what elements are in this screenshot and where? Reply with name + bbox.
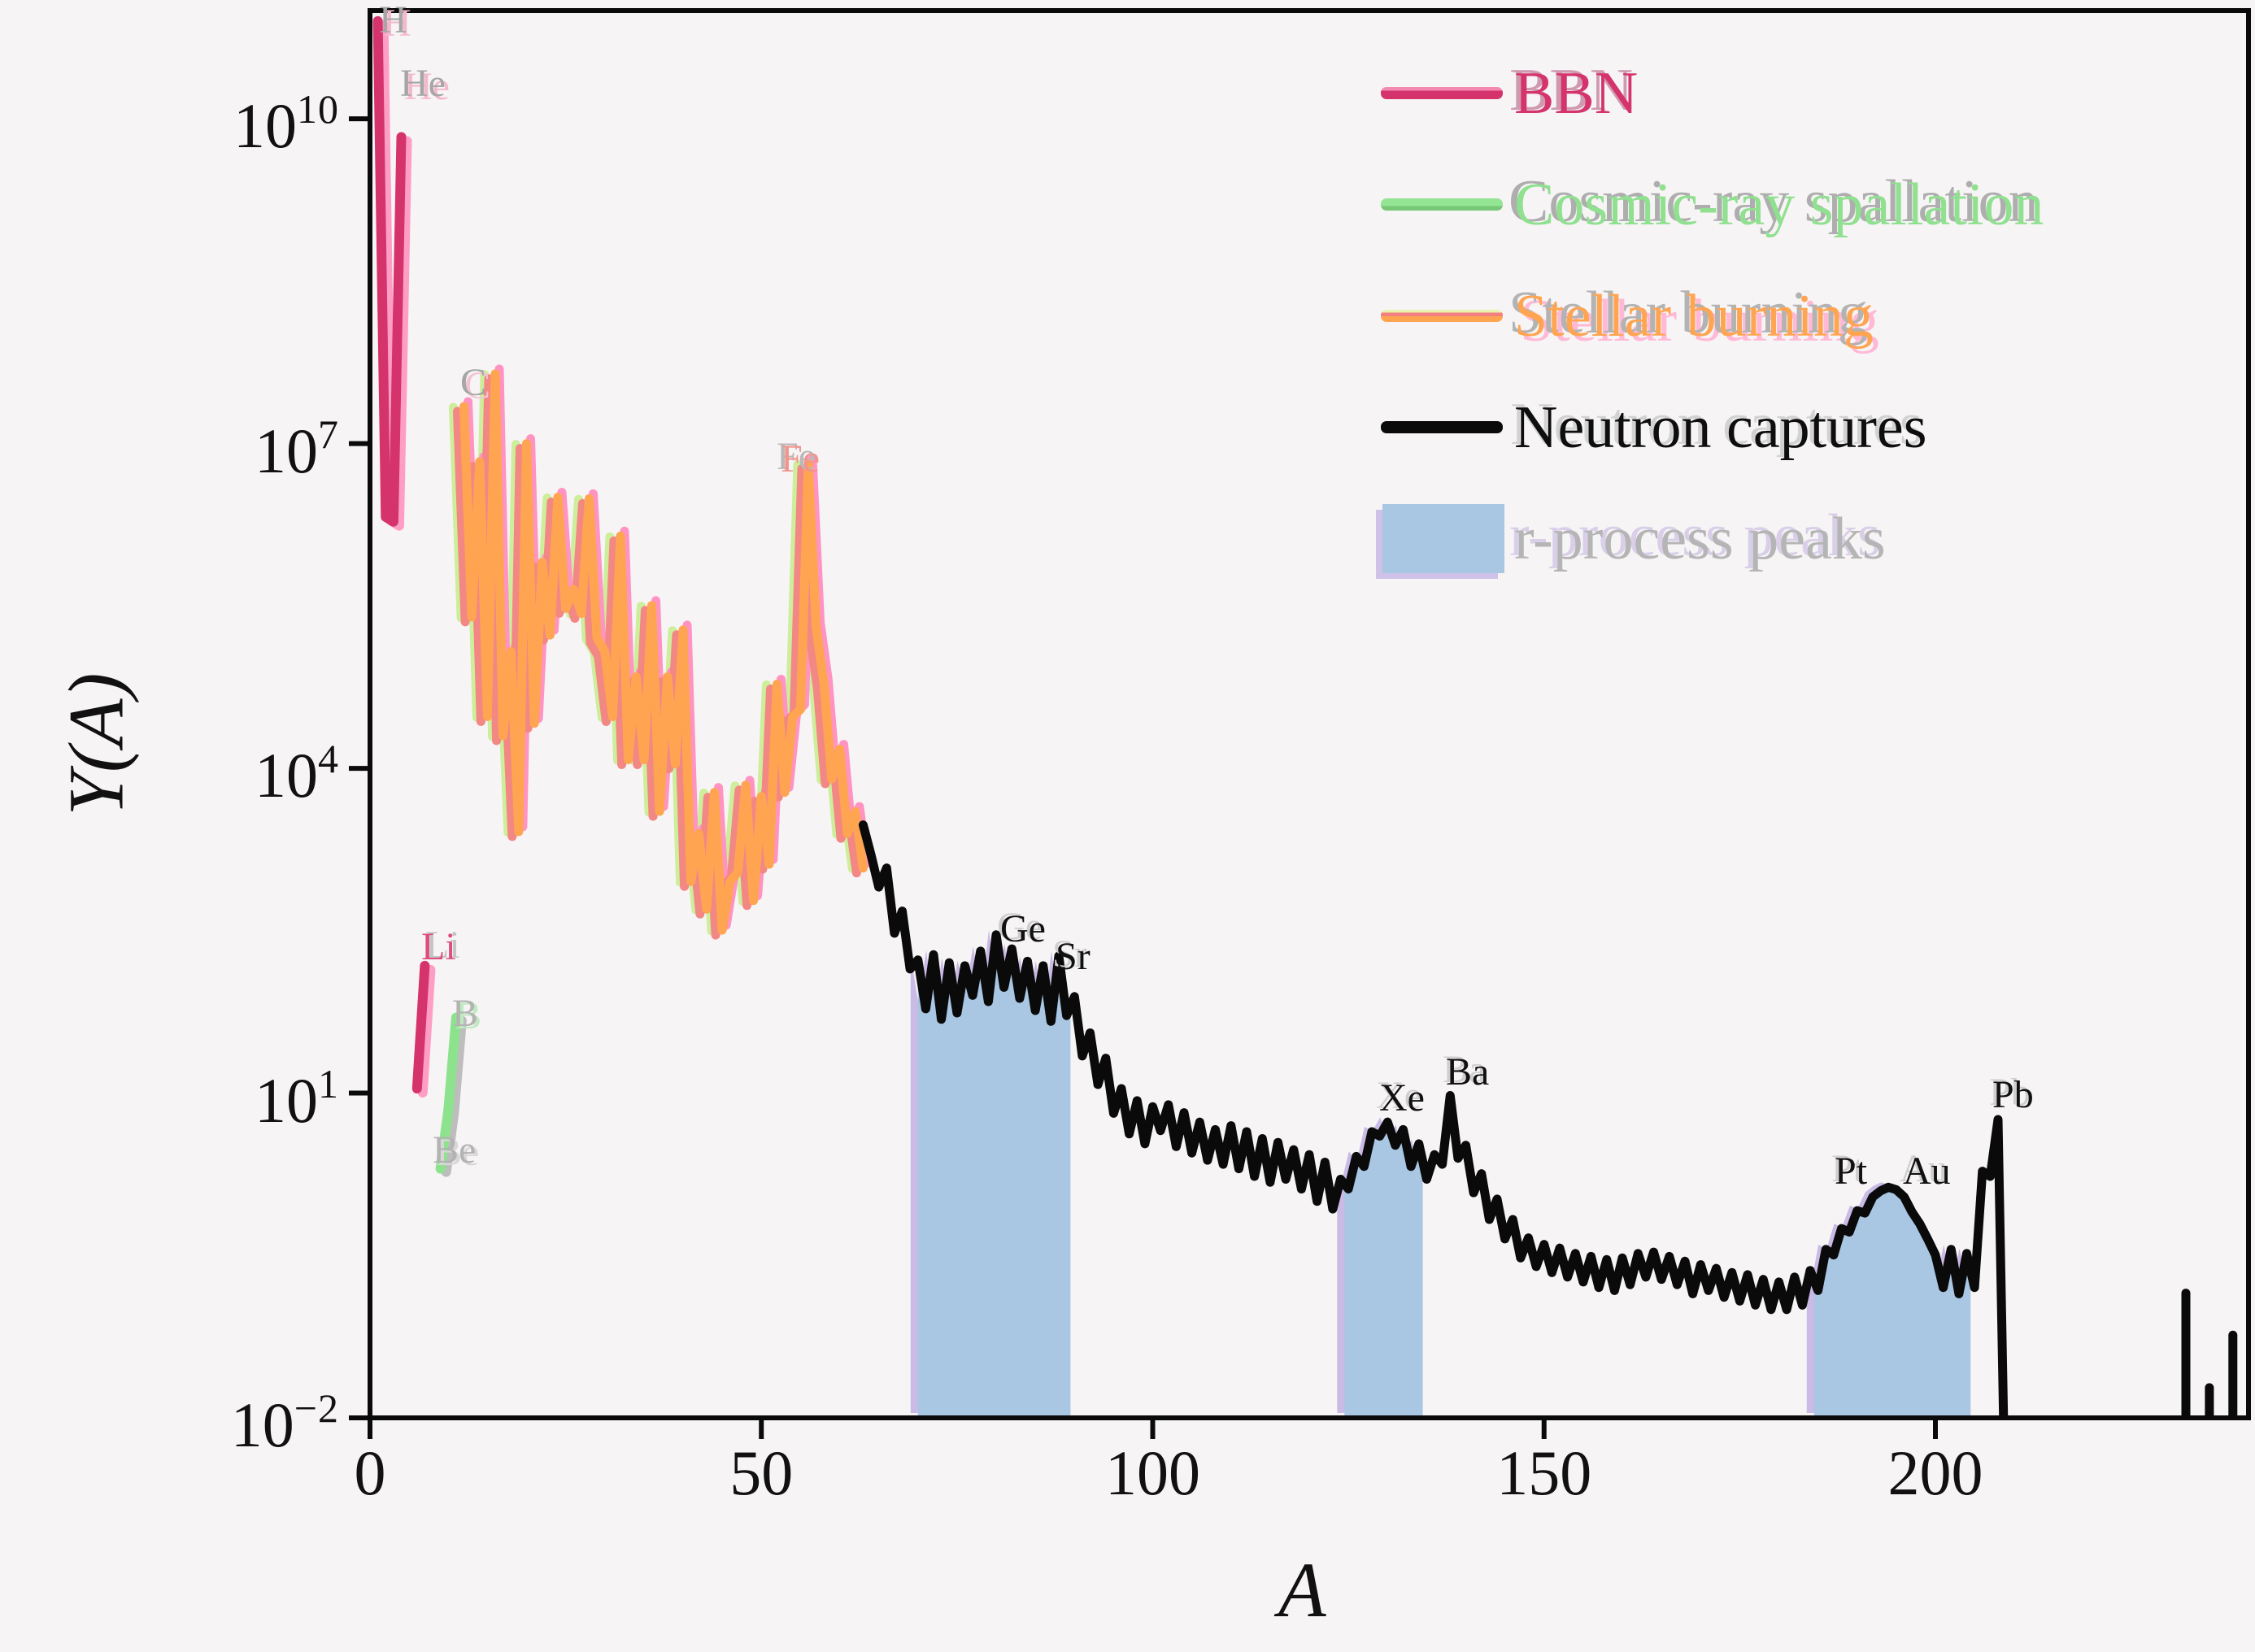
- legend-label: BBN: [1514, 60, 1639, 127]
- stellar-burning-line-swatch: [1381, 310, 1503, 322]
- legend-label: r-process peaks: [1514, 506, 1886, 572]
- y-axis-label: Y(A): [52, 672, 140, 816]
- legend-item-bbn: BBN: [0, 57, 2255, 130]
- plot-area: [372, 15, 2238, 1419]
- r-process-patch-swatch: [1382, 504, 1504, 573]
- legend-label: Neutron captures: [1514, 394, 1927, 461]
- legend-label: Cosmic-ray spallation: [1514, 172, 2044, 238]
- cosmic-ray-spallation-line: [435, 1012, 461, 1174]
- bbn-line-shadow: [417, 964, 436, 1098]
- neutron-captures-line: [858, 820, 2009, 1419]
- legend-item-cosmic-ray-spallation: Cosmic-ray spallation: [0, 168, 2255, 241]
- bbn-line: [411, 960, 430, 1093]
- legend-item-stellar-burning: Stellar burning: [0, 280, 2255, 353]
- cosmic-ray-spallation-line-shadow: [441, 1015, 467, 1177]
- legend-label: Stellar burning: [1514, 283, 1874, 350]
- bbn-line-swatch: [1381, 87, 1503, 99]
- bbn-line: [372, 15, 407, 527]
- axes-frame: [368, 8, 2251, 1420]
- r-process-region-3: [1813, 1187, 1971, 1418]
- r-process-region-2: [1344, 1122, 1423, 1418]
- legend-item-r-process-peaks: r-process peaks: [0, 502, 2255, 576]
- stellar-burning-line: [459, 369, 868, 935]
- r-process-region-1: [917, 934, 1071, 1418]
- cosmic-ray-line-swatch: [1381, 198, 1503, 211]
- x-axis-label: A: [1278, 1546, 1326, 1633]
- legend-item-neutron-captures: Neutron captures: [0, 391, 2255, 464]
- neutron-captures-line-swatch: [1381, 421, 1503, 433]
